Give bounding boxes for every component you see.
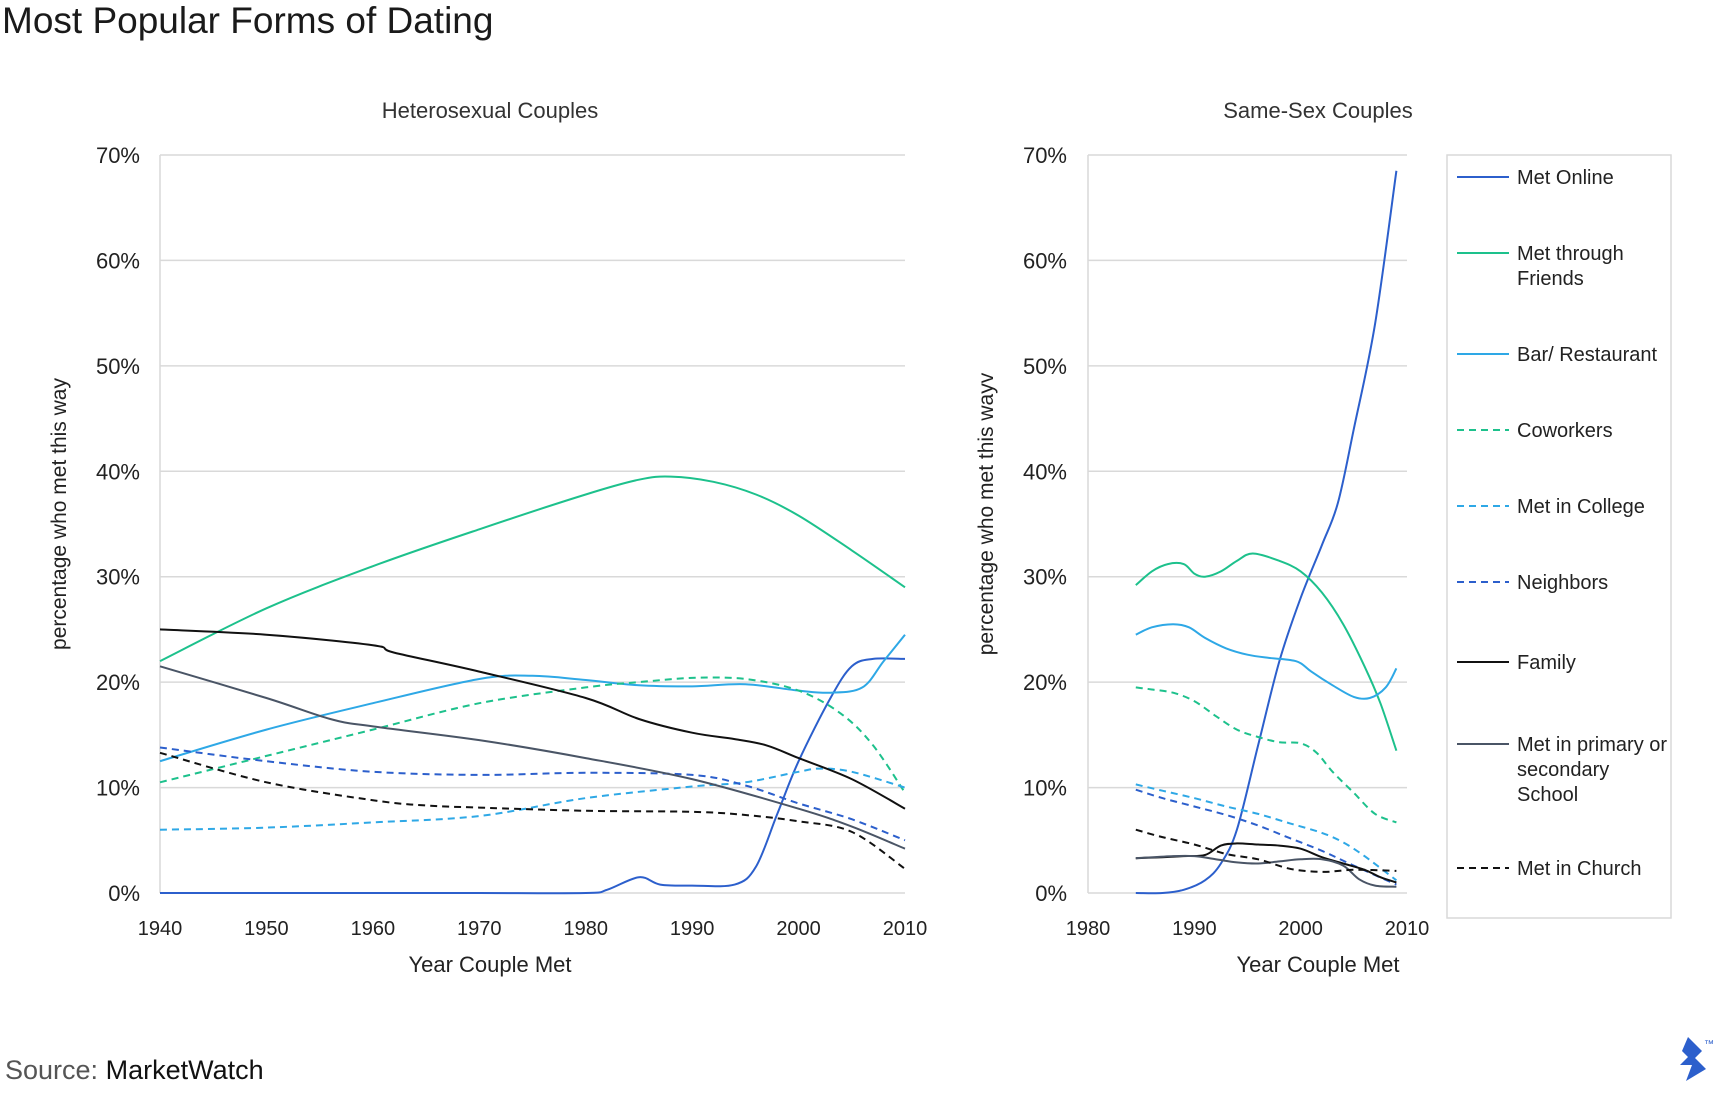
series-line	[1135, 552, 1398, 752]
y-tick-label: 70%	[1023, 143, 1067, 168]
y-tick-label: 0%	[108, 881, 140, 906]
series-line	[159, 676, 906, 794]
series-line	[159, 475, 906, 662]
series-line	[159, 751, 906, 870]
series-line	[1135, 783, 1398, 882]
legend-label: Friends	[1517, 268, 1584, 290]
x-tick-label: 1980	[563, 918, 608, 940]
y-tick-label: 50%	[96, 354, 140, 379]
series-line	[1135, 170, 1398, 895]
x-axis-title: Year Couple Met	[408, 952, 571, 977]
y-tick-label: 0%	[1035, 881, 1067, 906]
y-axis-title: percentage who met this wayv	[975, 372, 998, 655]
y-tick-label: 40%	[1023, 459, 1067, 484]
legend-label: Bar/ Restaurant	[1517, 344, 1658, 366]
legend-label: School	[1517, 784, 1578, 806]
x-tick-label: 2000	[1278, 918, 1323, 940]
series-line	[159, 628, 906, 810]
series-line	[159, 665, 906, 850]
legend-label: Met through	[1517, 243, 1624, 265]
x-tick-label: 2000	[776, 918, 821, 940]
series-line	[1135, 828, 1397, 873]
toptal-logo-icon: ™	[1668, 1035, 1716, 1088]
x-tick-label: 2010	[883, 918, 928, 940]
x-tick-label: 1990	[670, 918, 715, 940]
series-line	[1135, 686, 1397, 824]
source-name: MarketWatch	[105, 1055, 264, 1085]
y-tick-label: 10%	[1023, 776, 1067, 801]
x-tick-label: 1980	[1066, 918, 1111, 940]
y-tick-label: 60%	[1023, 248, 1067, 273]
y-tick-label: 50%	[1023, 354, 1067, 379]
series-line	[1135, 854, 1397, 888]
series-line	[159, 634, 906, 763]
y-tick-label: 20%	[96, 670, 140, 695]
legend-label: Met in Church	[1517, 858, 1642, 880]
y-tick-label: 30%	[1023, 565, 1067, 590]
legend-label: Met Online	[1517, 167, 1614, 189]
source-credit: Source: MarketWatch	[5, 1055, 264, 1086]
series-line	[1135, 623, 1398, 700]
legend-label: Met in College	[1517, 496, 1645, 518]
y-tick-label: 70%	[96, 143, 140, 168]
y-tick-label: 20%	[1023, 670, 1067, 695]
trademark-symbol: ™	[1704, 1039, 1714, 1050]
x-tick-label: 1950	[244, 918, 289, 940]
panel-title: Heterosexual Couples	[382, 98, 598, 123]
x-tick-label: 1940	[138, 918, 183, 940]
x-axis-title: Year Couple Met	[1236, 952, 1399, 977]
legend-label: Family	[1517, 652, 1576, 674]
legend-label: secondary	[1517, 759, 1609, 781]
legend-label: Met in primary or	[1517, 734, 1667, 756]
y-axis-title: percentage who met this way	[48, 378, 71, 650]
series-line	[159, 767, 906, 831]
x-tick-label: 1970	[457, 918, 502, 940]
x-tick-label: 2010	[1385, 918, 1430, 940]
legend-label: Coworkers	[1517, 420, 1613, 442]
legend-label: Neighbors	[1517, 572, 1608, 594]
series-line	[1135, 788, 1397, 886]
legend-box	[1446, 154, 1672, 919]
y-tick-label: 60%	[96, 248, 140, 273]
source-label: Source:	[5, 1055, 99, 1085]
x-tick-label: 1960	[351, 918, 396, 940]
panel-title: Same-Sex Couples	[1223, 98, 1413, 123]
series-line	[159, 657, 906, 895]
page-title: Most Popular Forms of Dating	[2, 0, 494, 41]
x-tick-label: 1990	[1172, 918, 1217, 940]
y-tick-label: 30%	[96, 565, 140, 590]
y-tick-label: 40%	[96, 459, 140, 484]
series-line	[159, 746, 906, 842]
y-tick-label: 10%	[96, 776, 140, 801]
